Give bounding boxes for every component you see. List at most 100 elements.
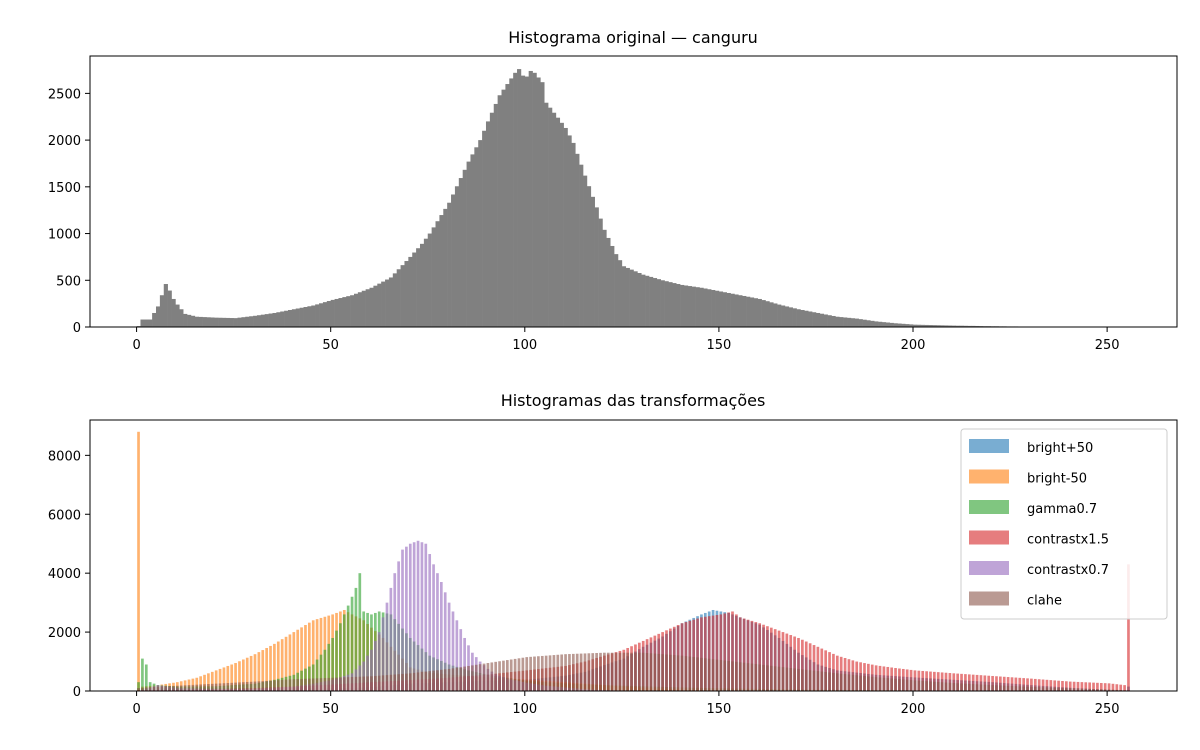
histogram-bar [586,186,592,327]
histogram-bar [579,653,583,691]
histogram-bar [1107,683,1111,691]
histogram-bar [734,294,739,327]
histogram-bar [700,617,703,691]
histogram-bar [419,243,425,327]
histogram-bar [237,317,242,327]
histogram-bar [405,546,408,691]
histogram-bar [1018,686,1022,691]
histogram-bar [494,661,498,691]
histogram-bar [385,602,389,691]
histogram-bar [824,650,828,691]
histogram-bar [781,667,785,691]
y-tick-label: 0 [73,321,81,336]
histogram-bar [230,682,234,691]
histogram-bar [967,683,971,691]
histogram-bar [245,681,249,691]
histogram-bar [816,646,820,691]
histogram-bar [878,321,883,327]
histogram-bar [820,648,824,691]
histogram-bar [816,671,820,691]
histogram-bar [234,663,237,691]
histogram-bar [424,671,428,691]
histogram-bar [583,175,588,327]
histogram-bar [435,221,440,327]
histogram-bar [621,266,627,327]
histogram-bar [715,659,719,691]
histogram-bar [144,319,149,327]
histogram-bar [831,315,836,327]
histogram-bar [889,322,894,327]
histogram-bar [742,618,746,691]
histogram-bar [828,652,831,691]
chart-title-transforms: Histogramas das transformações [501,391,766,410]
y-axis-original: 0 500 1000 1500 2000 2500 [48,87,90,336]
histogram-bar [276,641,280,691]
histogram-bar [661,654,664,691]
histogram-bar [1010,685,1014,691]
histogram-bar [660,280,665,327]
histogram-bar [1088,688,1091,691]
histogram-bar [688,620,692,691]
histogram-bar [405,673,408,691]
histogram-bar [396,269,401,327]
histogram-bar [148,682,152,691]
histogram-bar [482,663,486,691]
histogram-bar [350,596,354,691]
histogram-bar [319,617,323,691]
histogram-bar [370,676,373,691]
histogram-bar [498,661,501,691]
histogram-bar [835,655,839,691]
histogram-bar [885,322,891,327]
bars-original [136,69,1116,328]
legend-box [960,428,1168,620]
histogram-bar [746,296,751,327]
histogram-bar [315,619,319,691]
histogram-bar [575,653,579,691]
histogram-bar [242,659,245,691]
histogram-bar [839,673,843,691]
histogram-bar [824,672,828,691]
histogram-bar [1030,686,1033,691]
histogram-bar [164,686,168,691]
histogram-bar [264,314,269,327]
histogram-bar [1049,687,1053,691]
histogram-bar [214,670,218,691]
histogram-bar [680,655,684,691]
histogram-bar [451,194,456,327]
x-tick-label: 200 [901,702,926,717]
histogram-bar [308,678,311,691]
histogram-bar [432,564,435,691]
histogram-bar [769,302,774,327]
histogram-bar [901,323,906,327]
histogram-bar [350,295,355,327]
histogram-bar [304,678,307,691]
histogram-bar [176,685,179,691]
histogram-bar [203,674,206,691]
histogram-bar [365,289,370,327]
histogram-bar [439,582,443,691]
histogram-bar [1096,682,1099,691]
histogram-bar [381,281,386,327]
y-tick-label: 2500 [48,87,81,102]
axes-frame-original [89,55,1178,328]
x-tick-label: 0 [132,702,140,717]
histogram-bar [784,306,790,327]
histogram-bar [214,317,219,327]
histogram-bar [894,678,897,691]
histogram-bar [766,626,769,691]
histogram-bar [1115,684,1119,691]
histogram-bar [230,664,234,691]
histogram-bar [971,325,976,327]
histogram-bar [1037,687,1041,691]
histogram-bar [187,314,192,327]
histogram-bar [163,284,168,327]
histogram-bar [238,661,241,691]
histogram-bar [971,684,975,691]
histogram-bar [664,281,669,327]
histogram-bar [812,645,816,691]
histogram-bar [758,664,762,691]
histogram-bar [370,649,373,691]
histogram-bar [342,614,346,691]
histogram-bar [766,665,769,691]
histogram-bar [847,674,851,691]
